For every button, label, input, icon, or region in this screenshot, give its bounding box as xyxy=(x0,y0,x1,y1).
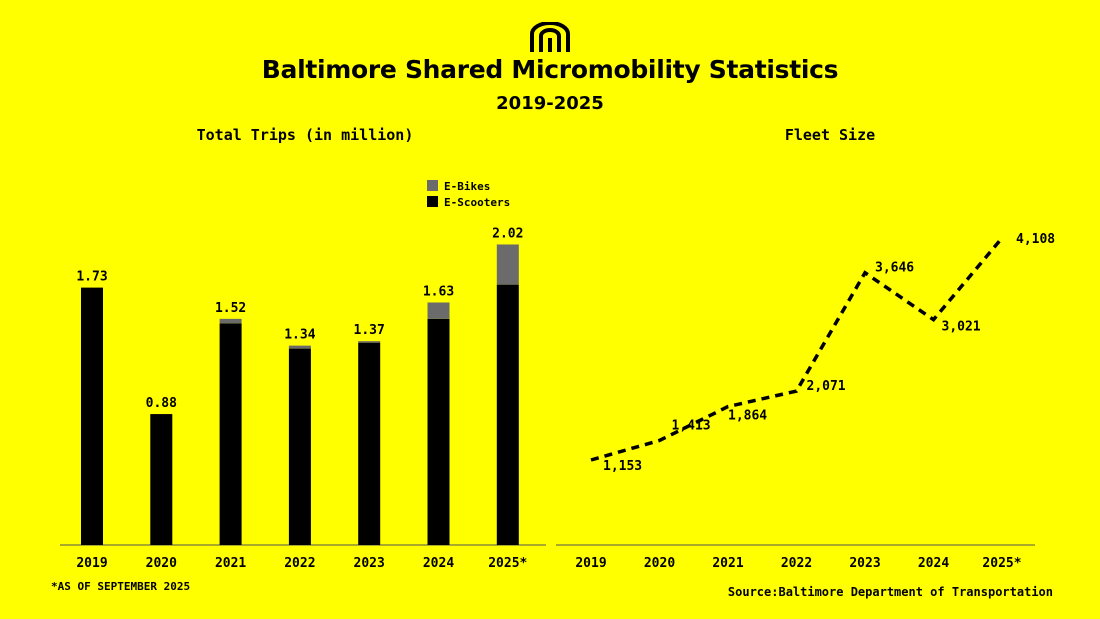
fleet-value-label: 4,108 xyxy=(1016,232,1055,247)
fleet-size-line xyxy=(590,236,1004,462)
fleet-x-tick-label: 2025* xyxy=(982,556,1021,571)
bar-e-bikes-2021 xyxy=(219,318,242,324)
logo-icon xyxy=(530,22,570,52)
fleet-x-tick-label: 2021 xyxy=(712,556,743,571)
legend-label: E-Scooters xyxy=(444,196,510,209)
bar-e-bikes-2023 xyxy=(358,341,381,343)
fleet-x-tick-label: 2022 xyxy=(781,556,812,571)
bar-e-bikes-2025* xyxy=(496,244,519,285)
bar-value-label: 1.34 xyxy=(284,328,315,343)
fleet-value-label: 1,413 xyxy=(672,418,711,433)
bar-value-label: 0.88 xyxy=(146,396,177,411)
bar-e-scooters-2023 xyxy=(358,342,381,545)
fleet-value-label: 1,864 xyxy=(728,409,767,424)
fleet-x-tick-label: 2024 xyxy=(918,556,949,571)
bar-value-label: 1.63 xyxy=(423,284,454,299)
bar-value-label: 1.37 xyxy=(354,323,385,338)
legend-swatch-e-bikes xyxy=(427,180,438,191)
bar-value-label: 1.52 xyxy=(215,301,246,316)
trips-x-tick-label: 2021 xyxy=(215,556,246,571)
fleet-x-tick-label: 2023 xyxy=(849,556,880,571)
trips-x-tick-label: 2024 xyxy=(423,556,454,571)
bar-e-scooters-2021 xyxy=(219,323,242,545)
trips-chart-title: Total Trips (in million) xyxy=(196,126,414,144)
bar-e-bikes-2024 xyxy=(427,302,450,319)
trips-x-tick-label: 2020 xyxy=(146,556,177,571)
bar-e-scooters-2022 xyxy=(288,348,311,545)
page-title: Baltimore Shared Micromobility Statistic… xyxy=(261,55,839,84)
bar-e-scooters-2020 xyxy=(150,414,173,545)
trips-x-tick-label: 2019 xyxy=(76,556,107,571)
fleet-value-label: 3,021 xyxy=(942,320,981,335)
bar-e-scooters-2024 xyxy=(427,318,450,545)
fleet-value-label: 3,646 xyxy=(875,261,914,276)
bar-e-scooters-2025* xyxy=(496,284,519,545)
fleet-x-tick-label: 2019 xyxy=(575,556,606,571)
fleet-chart-title: Fleet Size xyxy=(784,126,876,144)
bar-e-scooters-2019 xyxy=(81,287,103,545)
bar-value-label: 2.02 xyxy=(492,226,523,241)
fleet-x-tick-label: 2020 xyxy=(644,556,675,571)
page-subtitle: 2019-2025 xyxy=(496,93,604,114)
trips-x-tick-label: 2022 xyxy=(284,556,315,571)
source-note: Source:Baltimore Department of Transport… xyxy=(727,585,1053,599)
bar-value-label: 1.73 xyxy=(76,270,107,285)
trips-x-tick-label: 2023 xyxy=(354,556,385,571)
bar-e-bikes-2022 xyxy=(288,345,311,349)
footnote: *AS OF SEPTEMBER 2025 xyxy=(51,580,191,593)
fleet-value-label: 2,071 xyxy=(807,379,846,394)
legend-label: E-Bikes xyxy=(444,180,490,193)
fleet-value-label: 1,153 xyxy=(603,459,642,474)
trips-x-tick-label: 2025* xyxy=(488,556,527,571)
legend-swatch-e-scooters xyxy=(427,196,438,207)
